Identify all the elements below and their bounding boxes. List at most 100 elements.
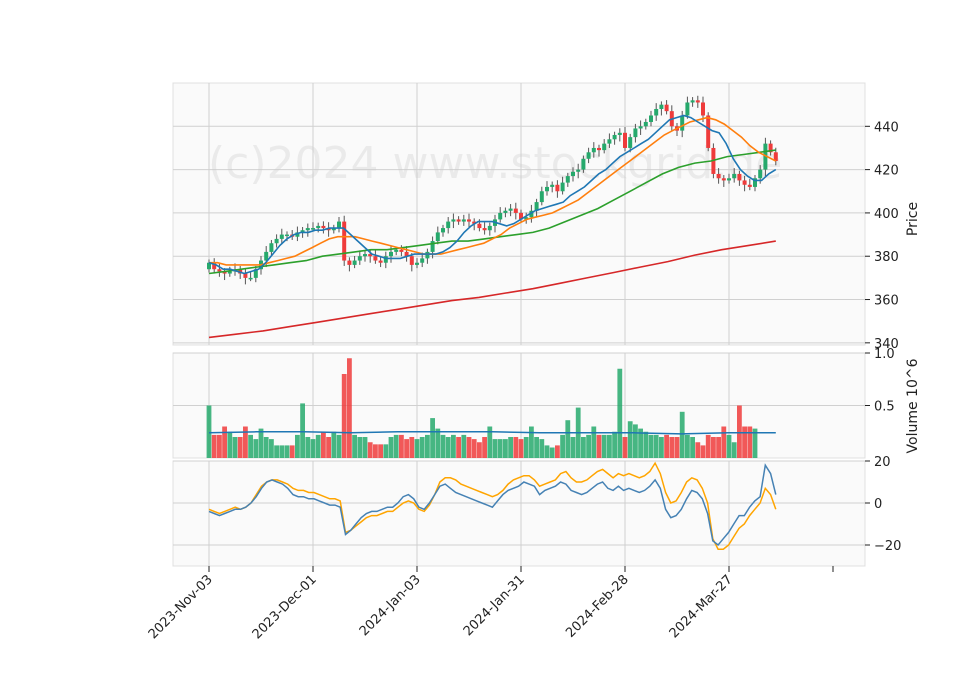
candle-down	[623, 132, 627, 148]
ma-slow-line	[208, 149, 776, 275]
volume-bar	[263, 437, 269, 458]
candle-up	[425, 251, 430, 259]
candle-up	[685, 102, 690, 116]
volume-bar	[419, 437, 425, 458]
candle-down	[373, 256, 378, 261]
price-tick-label: 340	[874, 337, 899, 352]
volume-bar	[643, 431, 649, 458]
volume-bar	[461, 434, 467, 458]
volume-bar	[711, 437, 716, 458]
candle-down	[217, 269, 222, 272]
volume-bar	[237, 437, 243, 458]
volume-bar	[685, 434, 690, 458]
candle-up	[248, 277, 253, 280]
volume-bar	[315, 434, 321, 458]
volume-bar	[503, 439, 508, 458]
candle-down	[342, 221, 347, 261]
candle-down	[773, 152, 778, 161]
candle-up	[732, 173, 737, 179]
candle-up	[654, 108, 659, 116]
volume-bar	[534, 437, 539, 458]
candle-down	[399, 249, 404, 252]
volume-bar	[451, 434, 456, 458]
candle-down	[222, 271, 227, 274]
candle-up	[264, 251, 269, 261]
candle-up	[659, 104, 664, 109]
candle-up	[389, 251, 393, 257]
volume-bar	[737, 405, 742, 458]
volume-bar	[243, 426, 248, 458]
volume-bar	[560, 434, 565, 458]
volume-bar	[617, 368, 623, 458]
volume-bar	[274, 445, 279, 458]
candle-up	[524, 217, 529, 220]
candle-up	[461, 219, 466, 222]
volume-bar	[700, 445, 706, 458]
x-tick-label: 2024-Jan-31	[461, 572, 528, 639]
volume-bar	[279, 445, 285, 458]
candle-up	[311, 228, 315, 230]
chart-marks	[206, 95, 778, 550]
candle-up	[352, 260, 357, 265]
volume-tick-label: 0.5	[874, 400, 895, 415]
volume-bar	[549, 447, 555, 458]
candle-up	[508, 208, 513, 211]
candle-down	[716, 173, 721, 179]
volume-bar	[367, 442, 373, 458]
candle-up	[441, 228, 445, 233]
signal-line	[208, 461, 777, 550]
volume-bar	[570, 437, 576, 458]
candle-up	[435, 232, 440, 242]
candle-up	[394, 249, 399, 252]
volume-bar	[601, 434, 607, 458]
volume-bar	[659, 437, 664, 458]
candle-down	[737, 173, 742, 181]
oscillator-panel	[172, 460, 866, 567]
volume-bar	[726, 434, 732, 458]
volume-bar	[633, 424, 638, 458]
volume-bar	[586, 434, 591, 458]
candle-up	[565, 176, 570, 183]
volume-bar	[747, 426, 753, 458]
volume-bar	[222, 426, 227, 458]
candle-down	[597, 147, 601, 151]
candle-up	[207, 262, 211, 270]
volume-bar	[357, 437, 363, 458]
candle-up	[586, 152, 591, 159]
volume-bar	[232, 437, 238, 458]
volume-bar	[581, 437, 586, 458]
volume-bar	[477, 442, 482, 458]
volume-bar	[497, 439, 503, 458]
candle-down	[321, 225, 326, 229]
volume-ma-line	[208, 431, 776, 435]
price-tick-label: 400	[874, 207, 899, 222]
candle-up	[649, 115, 653, 122]
osc-tick-label: 20	[874, 455, 891, 470]
candle-down	[768, 143, 773, 153]
candle-down	[482, 228, 487, 231]
volume-bar	[544, 445, 550, 458]
volume-bar	[612, 431, 617, 458]
volume-bar	[669, 437, 675, 458]
candle-up	[285, 234, 289, 237]
volume-bar	[383, 444, 389, 458]
candle-up	[550, 184, 555, 187]
volume-bar	[217, 434, 222, 458]
volume-bar	[388, 437, 394, 458]
candle-up	[383, 256, 388, 263]
volume-bar	[269, 439, 274, 458]
volume-bar	[565, 420, 571, 458]
volume-bar	[347, 358, 352, 458]
volume-bar	[596, 434, 602, 458]
price-axis-title: Price	[905, 202, 921, 236]
volume-bar	[456, 437, 461, 458]
volume-bar	[591, 426, 597, 458]
volume-bar	[414, 439, 420, 458]
candle-up	[498, 212, 503, 220]
volume-bar	[305, 437, 311, 458]
candle-up	[763, 143, 768, 170]
volume-bar	[435, 428, 441, 458]
osc-tick-label: −20	[874, 539, 901, 554]
volume-bar	[523, 437, 529, 458]
candle-down	[513, 208, 518, 213]
